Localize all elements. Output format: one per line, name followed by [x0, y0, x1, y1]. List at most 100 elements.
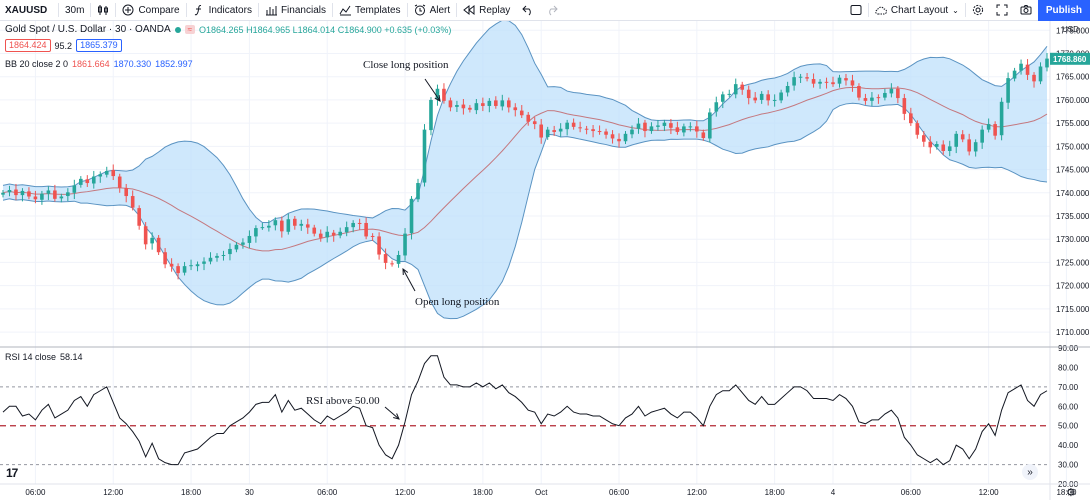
top-toolbar: XAUUSD 30m Compare Indicators Financials…	[0, 0, 1090, 21]
double-chevron-right-icon: »	[1027, 466, 1033, 478]
candle-body	[714, 102, 719, 112]
candle-body	[565, 122, 569, 130]
candle	[779, 89, 783, 104]
candle-body	[364, 222, 368, 237]
axis-settings-button[interactable]: ⚙	[1066, 486, 1076, 499]
undo-button[interactable]	[516, 0, 540, 21]
open-value: O1864.265	[199, 24, 244, 35]
candle-body	[318, 233, 323, 238]
templates-button[interactable]: Templates	[333, 0, 407, 21]
candle	[571, 118, 576, 130]
candle	[610, 130, 615, 144]
interval-button[interactable]: 30m	[59, 0, 90, 21]
candle	[318, 229, 323, 242]
fullscreen-toggle[interactable]	[844, 0, 868, 21]
bb-basis-line	[2, 86, 1048, 252]
candle	[195, 261, 200, 272]
current-price-tag	[1050, 52, 1090, 65]
candle	[299, 219, 304, 231]
price-tick-label: 1740.000	[1056, 189, 1090, 198]
candle-body	[967, 139, 971, 152]
alert-button[interactable]: Alert	[408, 0, 457, 21]
candle-body	[202, 261, 206, 264]
candle-body	[1045, 58, 1049, 68]
indicators-label: Indicators	[208, 4, 252, 16]
candle-body	[539, 124, 544, 138]
redo-button[interactable]	[540, 0, 564, 21]
candle-body	[176, 266, 180, 274]
candle-body	[941, 144, 946, 151]
candle	[494, 96, 498, 109]
candle-body	[383, 254, 388, 263]
arrow-rsi-head	[393, 413, 400, 420]
square-icon	[850, 4, 862, 16]
chart-layout-button[interactable]: Chart Layout ⌄	[869, 0, 965, 21]
candle-body	[636, 123, 641, 129]
candle-body	[772, 99, 777, 101]
candle-body	[727, 93, 732, 95]
compare-button[interactable]: Compare	[116, 0, 185, 21]
candle	[27, 187, 31, 200]
price-tick-label: 1735.000	[1056, 212, 1090, 221]
candle	[1045, 53, 1049, 72]
bid-price[interactable]: 1864.424	[5, 39, 51, 52]
time-tick-label: 30	[245, 488, 254, 497]
candle-body	[422, 129, 427, 183]
candle-body	[124, 188, 129, 197]
financials-button[interactable]: Financials	[259, 0, 332, 21]
candle-body	[305, 224, 310, 228]
indicators-button[interactable]: Indicators	[187, 0, 258, 21]
candle-body	[883, 92, 887, 98]
rsi-legend: RSI 14 close 58.14	[5, 352, 83, 362]
settings-button[interactable]	[966, 0, 990, 21]
candle-body	[1032, 74, 1036, 82]
snapshot-button[interactable]	[1014, 0, 1038, 21]
candle	[714, 96, 719, 117]
candle-body	[40, 193, 44, 200]
candle-body	[857, 86, 861, 98]
candle	[584, 125, 589, 135]
candle-body	[72, 185, 77, 193]
candle	[967, 133, 971, 156]
time-tick-label: 4	[831, 488, 836, 497]
candle	[364, 217, 368, 240]
candle	[720, 91, 725, 109]
candle	[662, 119, 667, 132]
plus-circle-icon	[122, 4, 134, 16]
candle-body	[169, 263, 174, 267]
spread-value: 95.2	[54, 40, 73, 51]
chart-canvas[interactable]: 20.0030.0040.0050.0060.0070.0080.0090.00…	[0, 21, 1090, 500]
alert-label: Alert	[429, 4, 451, 16]
rsi-tick-label: 90.00	[1058, 344, 1079, 353]
equals-badge: ≈	[184, 25, 196, 34]
candle	[150, 232, 154, 250]
maximize-button[interactable]	[990, 0, 1014, 21]
scroll-to-realtime-button[interactable]: »	[1022, 464, 1038, 480]
price-tick-label: 1760.000	[1056, 96, 1090, 105]
replay-button[interactable]: Replay	[457, 0, 516, 21]
divider	[456, 3, 458, 17]
candle	[85, 175, 90, 187]
candle	[986, 118, 991, 133]
candle-body	[370, 235, 375, 237]
symbol-search[interactable]: XAUUSD	[0, 0, 58, 21]
bollinger-bands	[2, 21, 1048, 320]
candle	[331, 229, 336, 242]
candle	[143, 222, 148, 250]
rsi-tick-label: 60.00	[1058, 402, 1079, 411]
candle	[798, 73, 803, 83]
publish-button[interactable]: Publish	[1037, 0, 1090, 21]
candle-body	[999, 101, 1004, 136]
candle	[597, 125, 602, 135]
bar-chart-icon	[265, 4, 277, 16]
ask-price[interactable]: 1865.379	[76, 39, 122, 52]
candle	[604, 128, 608, 139]
divider	[867, 3, 869, 17]
candle	[954, 131, 959, 154]
candle-body	[46, 190, 51, 194]
chart-type-button[interactable]	[91, 0, 115, 21]
divider	[58, 3, 59, 17]
candle-body	[591, 129, 595, 132]
candle	[383, 248, 388, 270]
candle-body	[273, 220, 278, 226]
